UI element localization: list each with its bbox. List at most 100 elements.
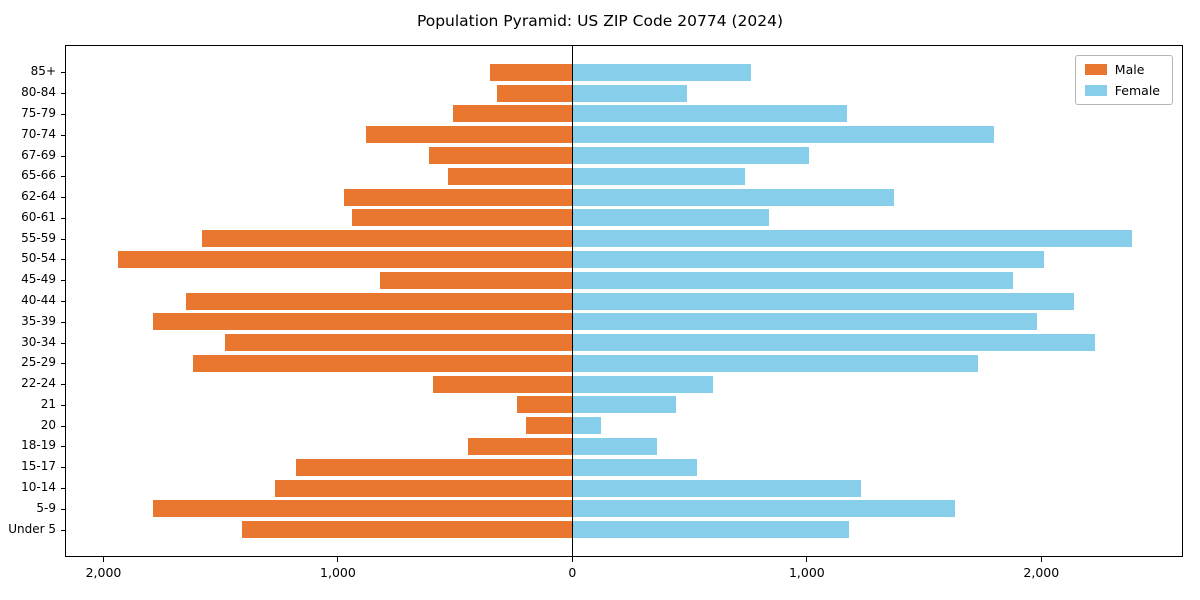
bar-female-70-74	[572, 126, 995, 144]
bar-female-21	[572, 396, 676, 414]
bar-female-55-59	[572, 230, 1132, 248]
bar-male-75-79	[452, 105, 573, 123]
y-tick-label: 45-49	[21, 272, 56, 287]
bar-female-75-79	[572, 105, 847, 123]
x-tick-label: 0	[568, 565, 577, 580]
y-tick-mark	[61, 259, 65, 261]
bar-female-45-49	[572, 271, 1014, 289]
y-tick-label: 67-69	[21, 147, 56, 162]
y-tick-mark	[61, 301, 65, 302]
bar-male-30-34	[225, 334, 573, 352]
x-tick-label: 2,000	[1023, 565, 1060, 580]
bar-female-5-9	[572, 500, 955, 518]
legend-entry-male: Male	[1084, 62, 1160, 77]
bar-male-15-17	[295, 458, 573, 476]
bar-female-25-29	[572, 354, 978, 372]
y-tick-mark	[61, 155, 65, 157]
bar-female-80-84	[572, 84, 688, 102]
y-tick-label: 5-9	[36, 500, 56, 515]
bar-female-85+	[572, 63, 751, 81]
y-tick-mark	[61, 197, 65, 199]
bar-male-40-44	[185, 292, 573, 310]
y-tick-mark	[61, 363, 65, 365]
y-tick-mark	[61, 113, 65, 115]
y-tick-label: 85+	[30, 64, 56, 79]
legend-swatch-female	[1084, 85, 1107, 96]
bar-female-30-34	[572, 334, 1096, 352]
x-tick-mark	[806, 557, 808, 562]
bar-male-20	[525, 417, 573, 435]
bar-female-18-19	[572, 437, 657, 455]
y-tick-label: 80-84	[21, 85, 56, 100]
x-tick-mark	[1040, 557, 1042, 562]
y-tick-label: 60-61	[21, 209, 56, 224]
y-tick-label: 10-14	[21, 480, 56, 495]
bar-male-50-54	[117, 250, 573, 268]
bar-female-67-69	[572, 147, 810, 165]
bar-female-20	[572, 417, 601, 435]
bar-male-18-19	[468, 437, 573, 455]
y-tick-mark	[61, 134, 65, 136]
y-tick-mark	[61, 176, 65, 178]
y-tick-mark	[61, 446, 65, 448]
bar-male-80-84	[497, 84, 573, 102]
y-tick-label: 22-24	[21, 376, 56, 391]
x-tick-mark	[337, 557, 339, 562]
bar-male-under-5	[241, 521, 573, 539]
y-axis-tick-labels: 85+ 80-84 75-79 70-74 67-69 65-66 62-64 60-61 55…	[0, 45, 56, 557]
bar-male-62-64	[343, 188, 573, 206]
zero-axis-line	[571, 46, 574, 556]
y-tick-mark	[61, 217, 65, 219]
legend: Male Female	[1074, 55, 1173, 105]
y-tick-mark	[61, 384, 65, 386]
y-tick-label: 65-66	[21, 168, 56, 183]
bar-female-50-54	[572, 250, 1044, 268]
y-tick-label: 15-17	[21, 459, 56, 474]
legend-label: Female	[1114, 83, 1160, 98]
y-tick-mark	[61, 425, 65, 427]
y-tick-mark	[61, 508, 65, 510]
y-tick-label: Under 5	[8, 521, 56, 536]
chart-title: Population Pyramid: US ZIP Code 20774 (2…	[416, 12, 784, 30]
plot-area: 2,000 1,000 0 1,000 2,000 Male Female	[61, 45, 1183, 580]
legend-label: Male	[1114, 62, 1145, 77]
bar-male-35-39	[152, 313, 573, 331]
y-tick-mark	[61, 238, 65, 240]
bar-female-15-17	[572, 458, 697, 476]
y-tick-mark	[61, 467, 65, 469]
y-tick-mark	[61, 529, 65, 531]
x-tick-mark	[103, 557, 104, 562]
bar-female-35-39	[572, 313, 1037, 331]
legend-swatch-male	[1084, 64, 1107, 75]
y-tick-label: 75-79	[21, 105, 56, 120]
bar-female-60-61	[572, 209, 770, 227]
y-tick-label: 20	[40, 417, 56, 432]
bar-male-55-59	[201, 230, 573, 248]
y-tick-label: 25-29	[21, 355, 56, 370]
y-tick-label: 70-74	[21, 126, 56, 141]
y-tick-mark	[61, 488, 65, 490]
bar-male-85+	[490, 63, 573, 81]
bar-female-under-5	[572, 521, 850, 539]
bar-male-22-24	[432, 375, 573, 393]
y-tick-mark	[61, 321, 65, 323]
bar-female-40-44	[572, 292, 1075, 310]
y-tick-label: 55-59	[21, 230, 56, 245]
bar-male-45-49	[380, 271, 573, 289]
bar-female-62-64	[572, 188, 894, 206]
bar-female-65-66	[572, 167, 745, 185]
y-tick-label: 18-19	[21, 438, 56, 453]
bar-male-60-61	[352, 209, 573, 227]
x-tick-label: 1,000	[788, 565, 825, 580]
bar-male-67-69	[429, 147, 573, 165]
y-tick-label: 21	[40, 396, 56, 411]
x-tick-label: 1,000	[320, 565, 356, 580]
x-tick-label: 2,000	[85, 565, 122, 580]
bar-male-70-74	[366, 126, 573, 144]
y-tick-label: 35-39	[21, 313, 56, 328]
bar-male-10-14	[274, 479, 573, 497]
y-tick-label: 40-44	[21, 293, 56, 307]
x-tick-mark	[571, 557, 573, 562]
bar-male-21	[517, 396, 573, 414]
